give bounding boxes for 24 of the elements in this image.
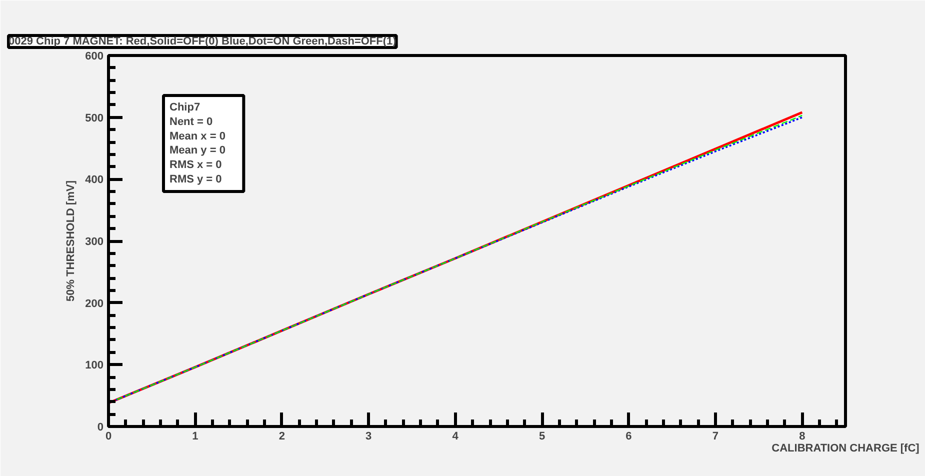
x-tick-label: 5: [538, 430, 546, 442]
annotation: RMS y = 0: [170, 174, 222, 186]
y-tick-label: 0: [97, 422, 104, 434]
annotation: Mean x = 0: [170, 130, 226, 142]
y-tick-label: 500: [85, 112, 104, 124]
y-tick-label: 400: [85, 174, 104, 186]
annotation: Chip7: [170, 102, 200, 114]
x-tick-label: 8: [799, 430, 806, 442]
annotation: RMS x = 0: [170, 159, 222, 172]
y-tick-label: 300: [85, 236, 104, 248]
x-tick-label: 7: [712, 430, 719, 442]
x-tick-label: 2: [278, 430, 285, 442]
y-tick-label: 200: [85, 298, 104, 310]
x-tick-label: 1: [192, 430, 198, 442]
annotation: Mean y = 0: [170, 144, 226, 157]
x-tick-label: 6: [626, 430, 632, 442]
y-tick-label: 100: [85, 360, 104, 372]
y-axis-title: 50% THRESHOLD [mV]: [65, 180, 78, 302]
annotation: Nent = 0: [170, 116, 213, 128]
x-axis-title: CALIBRATION CHARGE [fC]: [772, 442, 920, 454]
x-tick-label: 4: [452, 430, 460, 442]
y-tick-label: 600: [85, 50, 104, 62]
x-tick-label: 3: [366, 430, 372, 442]
x-tick-label: 0: [105, 430, 112, 442]
